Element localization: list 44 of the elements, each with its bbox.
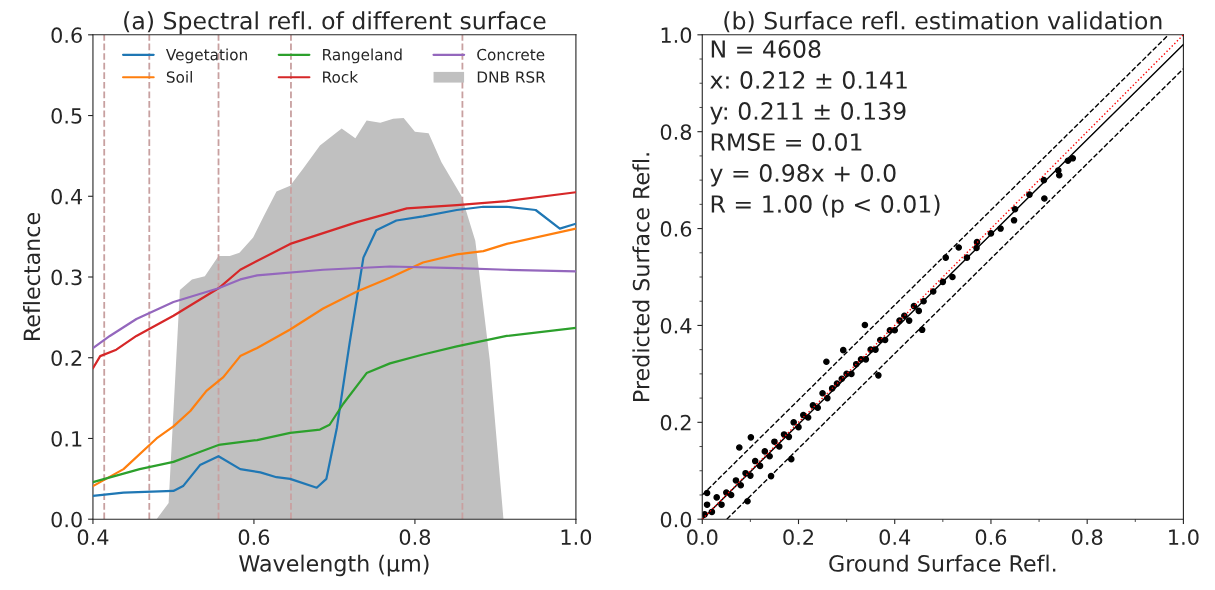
x-tick-label: 0.6 bbox=[975, 529, 1007, 546]
x-tick-label: 0.4 bbox=[879, 529, 911, 546]
x-axis-title: Ground Surface Refl. bbox=[829, 554, 1056, 572]
chart-title: (a) Spectral refl. of different surface bbox=[124, 11, 546, 35]
legend-label: DNB RSR bbox=[477, 71, 546, 83]
chart-title: (b) Surface refl. estimation validation bbox=[724, 11, 1162, 33]
x-tick-label: 0.8 bbox=[1071, 529, 1103, 546]
y-tick-label: 1.0 bbox=[661, 27, 692, 44]
annotation: N = 4608 bbox=[711, 40, 821, 58]
legend-label: Rangeland bbox=[323, 48, 402, 64]
y-tick-label: 0.1 bbox=[51, 430, 82, 447]
legend-label: Concrete bbox=[477, 48, 545, 61]
legend-label: Soil bbox=[166, 70, 192, 83]
annotation: y = 0.98x + 0.0 bbox=[710, 164, 896, 187]
annotation: R = 1.00 (p < 0.01) bbox=[711, 194, 940, 218]
y-axis-title: Predicted Surface Refl. bbox=[632, 153, 650, 401]
annotation: y: 0.211 ± 0.139 bbox=[710, 102, 906, 125]
y-tick-label: 0.4 bbox=[51, 188, 83, 205]
x-tick-label: 0.4 bbox=[77, 529, 109, 546]
y-tick-label: 0.6 bbox=[51, 27, 82, 44]
x-tick-label: 0.8 bbox=[399, 529, 431, 546]
x-tick-label: 0.2 bbox=[783, 529, 813, 546]
y-tick-label: 0.4 bbox=[660, 317, 692, 334]
x-tick-label: 1.0 bbox=[561, 529, 592, 546]
y-tick-label: 0.5 bbox=[51, 107, 82, 124]
line-series bbox=[92, 265, 576, 350]
y-tick-label: 0.0 bbox=[51, 511, 82, 528]
y-tick-label: 0.2 bbox=[51, 350, 82, 366]
y-tick-label: 0.6 bbox=[660, 221, 692, 237]
x-tick-label: 1.0 bbox=[1169, 529, 1199, 546]
legend-label: Vegetation bbox=[165, 48, 247, 64]
x-axis-title: Wavelength (μm) bbox=[239, 554, 429, 577]
x-tick-label: 0.6 bbox=[238, 529, 270, 546]
x-tick-label: 0.0 bbox=[687, 529, 718, 546]
line-series bbox=[92, 326, 576, 484]
annotation: RMSE = 0.01 bbox=[711, 133, 862, 151]
y-axis-title: Reflectance bbox=[23, 213, 41, 340]
y-tick-label: 0.8 bbox=[660, 124, 692, 140]
y-tick-label: 0.0 bbox=[660, 511, 692, 528]
y-tick-label: 0.2 bbox=[660, 414, 691, 431]
annotation: x: 0.212 ± 0.141 bbox=[710, 71, 907, 89]
y-tick-label: 0.3 bbox=[51, 269, 82, 286]
legend-label: Rock bbox=[323, 70, 359, 83]
line-series bbox=[92, 191, 576, 370]
